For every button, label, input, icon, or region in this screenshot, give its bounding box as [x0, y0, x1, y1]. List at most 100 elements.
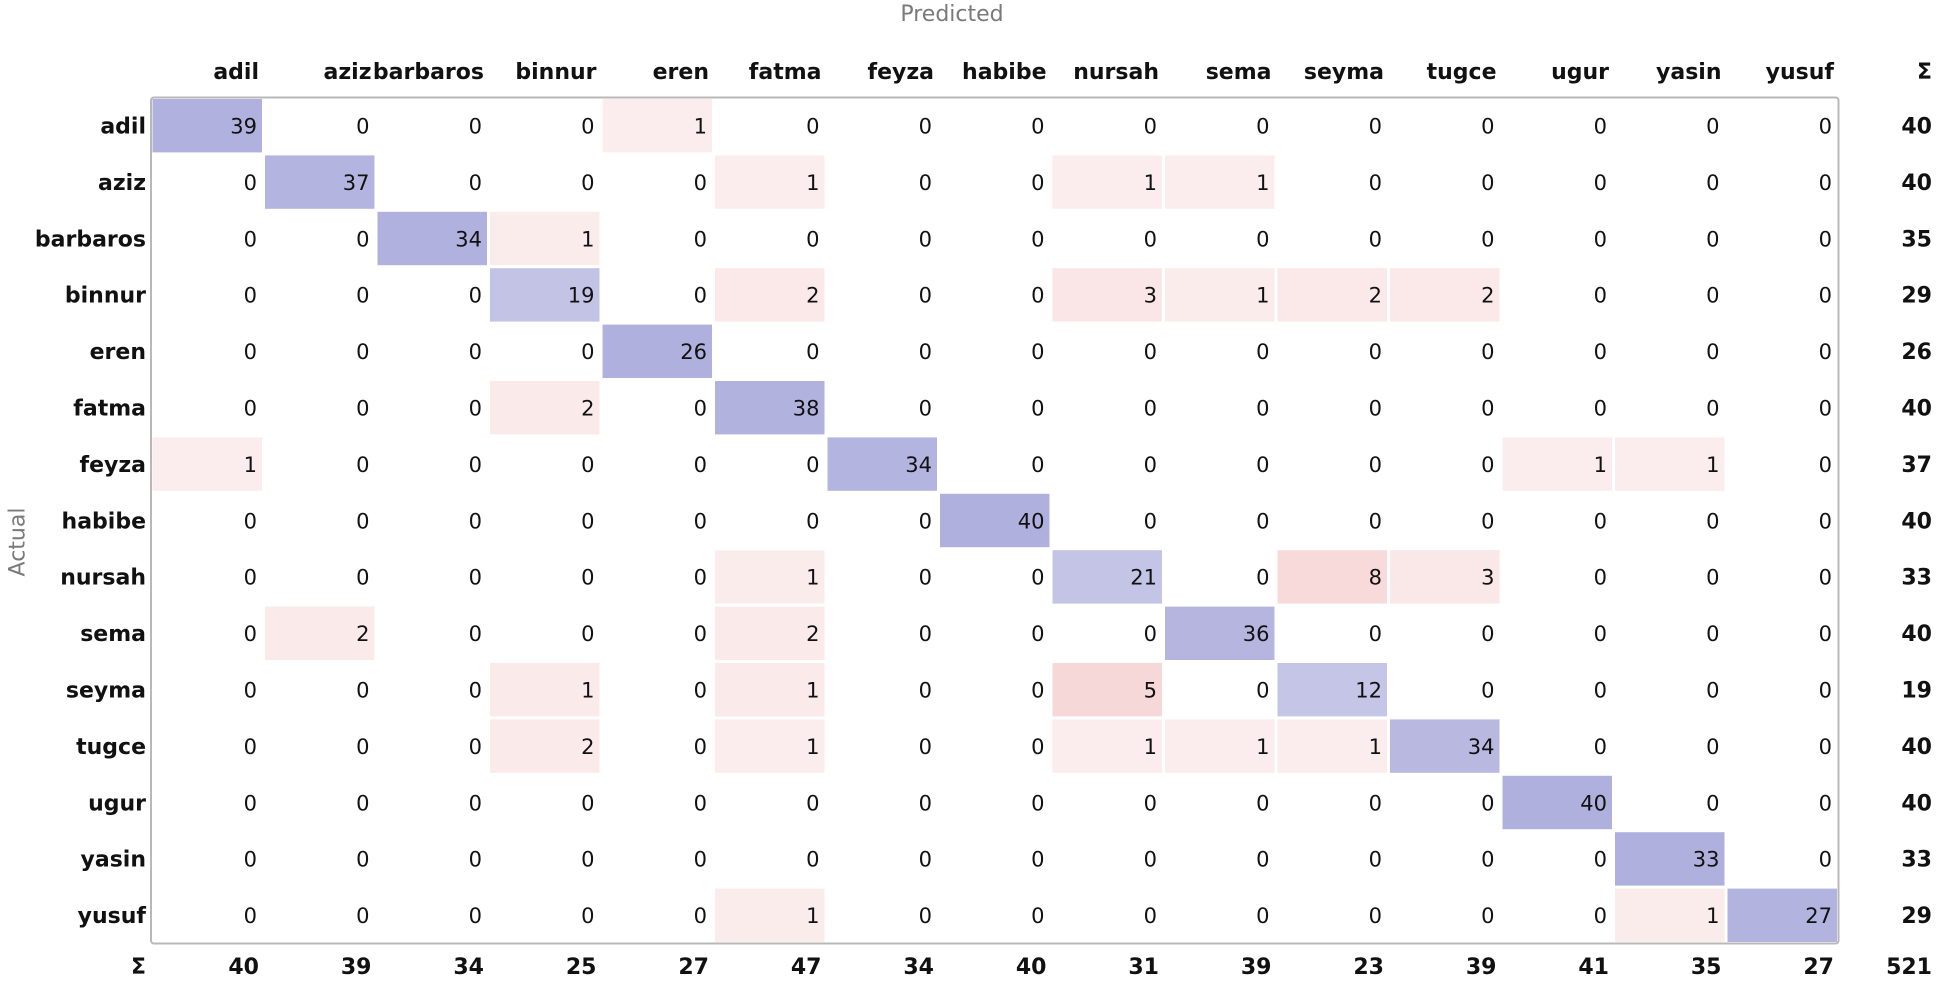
cell-value: 0	[694, 453, 707, 477]
cell-value: 0	[1481, 904, 1494, 928]
cell-value: 0	[1706, 284, 1719, 308]
cell-value: 0	[1594, 227, 1607, 251]
column-sum: 23	[1353, 955, 1384, 980]
cell-shade	[1052, 155, 1162, 209]
cell-value: 0	[356, 227, 369, 251]
cell-value: 0	[919, 171, 932, 195]
cell-value: 0	[1144, 227, 1157, 251]
cell-value: 0	[356, 735, 369, 759]
cell-value: 0	[356, 115, 369, 139]
matrix-frame	[150, 96, 1840, 945]
cell-value: 0	[469, 171, 482, 195]
row-header-sum: Σ	[131, 955, 146, 980]
row-sum: 40	[1901, 397, 1932, 422]
row-sum: 37	[1901, 453, 1932, 478]
cell-value: 2	[356, 622, 369, 646]
cell-value: 0	[1369, 848, 1382, 872]
cell-value: 0	[581, 115, 594, 139]
cell-value: 0	[1819, 509, 1832, 533]
x-axis-title: Predicted	[900, 2, 1004, 27]
row-header-yusuf: yusuf	[78, 904, 147, 929]
row-sum: 40	[1901, 622, 1932, 647]
cell-value: 0	[1594, 848, 1607, 872]
cell-value: 0	[1256, 848, 1269, 872]
cell-value: 0	[1369, 340, 1382, 364]
row-sum: 26	[1901, 340, 1932, 365]
cell-value: 0	[356, 566, 369, 590]
cell-value: 0	[1144, 397, 1157, 421]
cell-value: 0	[1031, 397, 1044, 421]
cell-value: 0	[581, 622, 594, 646]
column-sum: 35	[1691, 955, 1722, 980]
cell-shade	[1390, 268, 1500, 322]
cell-shade	[1052, 719, 1162, 773]
cell-value: 0	[244, 904, 257, 928]
cell-value: 0	[244, 509, 257, 533]
column-header-nursah: nursah	[1073, 60, 1159, 85]
cell-value: 0	[919, 115, 932, 139]
cell-shade	[715, 606, 825, 660]
row-header-sema: sema	[80, 622, 146, 647]
cell-value: 0	[1706, 340, 1719, 364]
cell-shade	[490, 268, 600, 322]
cell-value: 0	[1594, 115, 1607, 139]
cell-shade	[715, 381, 825, 435]
column-header-sema: sema	[1206, 60, 1272, 85]
cell-value: 0	[1256, 679, 1269, 703]
cell-value: 1	[806, 171, 819, 195]
column-sum: 31	[1128, 955, 1159, 980]
cell-value: 0	[1481, 509, 1494, 533]
cell-value: 27	[1805, 904, 1832, 928]
column-header-eren: eren	[653, 60, 709, 85]
cell-value: 0	[694, 904, 707, 928]
column-header-feyza: feyza	[868, 60, 934, 85]
cell-value: 1	[581, 227, 594, 251]
cell-value: 0	[1706, 735, 1719, 759]
cell-value: 2	[581, 735, 594, 759]
cell-value: 0	[356, 284, 369, 308]
cell-value: 0	[919, 566, 932, 590]
grand-total: 521	[1886, 955, 1932, 980]
cell-value: 0	[244, 791, 257, 815]
cell-shade	[715, 888, 825, 942]
cell-value: 0	[1031, 622, 1044, 646]
cell-value: 0	[694, 622, 707, 646]
cell-value: 0	[694, 566, 707, 590]
cell-value: 1	[1706, 453, 1719, 477]
cell-value: 0	[1594, 171, 1607, 195]
cell-shade	[152, 99, 262, 153]
cell-shade	[1052, 663, 1162, 717]
cell-value: 0	[244, 566, 257, 590]
cell-value: 0	[469, 509, 482, 533]
cell-value: 0	[1369, 904, 1382, 928]
row-sum: 40	[1901, 735, 1932, 760]
row-header-ugur: ugur	[88, 791, 146, 816]
cell-value: 0	[1594, 679, 1607, 703]
cell-shade	[715, 719, 825, 773]
cell-shade	[377, 211, 487, 266]
cell-value: 0	[694, 679, 707, 703]
cell-value: 0	[581, 791, 594, 815]
cell-value: 1	[806, 566, 819, 590]
cell-value: 0	[1144, 791, 1157, 815]
row-sum: 40	[1901, 791, 1932, 816]
column-header-tugce: tugce	[1427, 60, 1497, 85]
cell-value: 0	[356, 904, 369, 928]
cell-value: 0	[356, 509, 369, 533]
cell-shade	[152, 437, 262, 491]
cell-value: 1	[1706, 904, 1719, 928]
cell-value: 0	[919, 622, 932, 646]
cell-value: 0	[694, 509, 707, 533]
cell-value: 0	[1144, 509, 1157, 533]
cell-value: 38	[793, 397, 820, 421]
column-header-barbaros: barbaros	[373, 60, 484, 85]
cell-value: 0	[1031, 340, 1044, 364]
row-header-eren: eren	[90, 340, 146, 365]
cell-value: 0	[581, 566, 594, 590]
cell-value: 0	[1031, 115, 1044, 139]
cell-value: 0	[469, 453, 482, 477]
cell-shade	[602, 324, 712, 378]
cell-shade	[1165, 268, 1275, 322]
cell-value: 0	[1594, 509, 1607, 533]
